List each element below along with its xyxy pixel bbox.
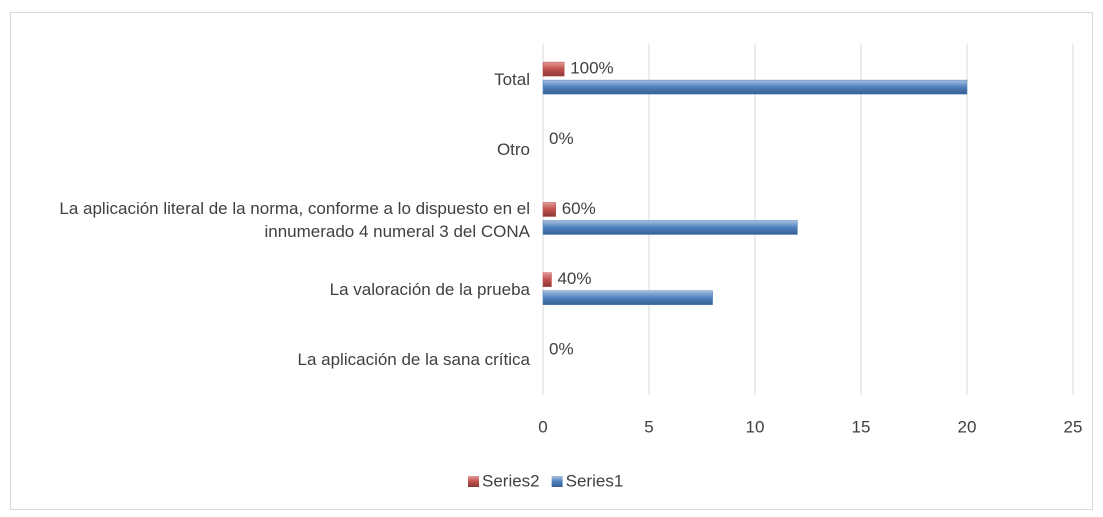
data-label: 60%	[562, 199, 596, 218]
y-tick-label: La aplicación literal de la norma, confo…	[59, 198, 530, 241]
data-label: 0%	[549, 129, 574, 148]
y-tick-label: La valoración de la prueba	[329, 280, 530, 300]
bar	[542, 202, 556, 217]
y-tick-label: La aplicación de la sana crítica	[297, 350, 530, 370]
bar	[542, 220, 798, 235]
y-tick-label-box: La aplicación de la sana crítica	[297, 350, 530, 370]
y-tick-label-box: La aplicación literal de la norma, confo…	[59, 198, 530, 241]
x-tick-label: 15	[852, 417, 871, 436]
legend-label: Series1	[566, 471, 624, 490]
bar	[542, 79, 968, 95]
legend-label: Series2	[482, 471, 540, 490]
bar	[542, 61, 565, 77]
y-tick-label-box: Otro	[496, 139, 530, 159]
legend-swatch	[468, 476, 479, 487]
x-tick-label: 0	[538, 417, 547, 436]
y-tick-label: Total	[494, 69, 530, 89]
legend-swatch	[551, 476, 563, 487]
data-label: 40%	[557, 269, 591, 288]
data-label: 100%	[570, 59, 613, 78]
y-tick-label: Otro	[496, 139, 530, 159]
bar	[542, 272, 552, 287]
bar	[542, 290, 713, 305]
y-tick-label-box: La valoración de la prueba	[329, 280, 530, 300]
x-tick-label: 25	[1064, 417, 1083, 436]
chart-border	[10, 12, 1093, 510]
x-tick-label: 10	[746, 417, 765, 436]
data-label: 0%	[549, 339, 574, 358]
x-tick-label: 20	[958, 417, 977, 436]
y-tick-label-box: Total	[494, 69, 530, 89]
x-tick-label: 5	[644, 417, 653, 436]
